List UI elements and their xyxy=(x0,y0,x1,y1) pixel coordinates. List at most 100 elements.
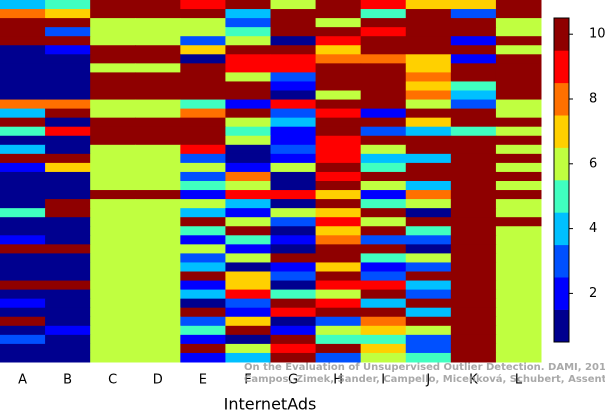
heatmap-cell xyxy=(270,271,317,282)
heatmap-cell xyxy=(270,226,317,236)
heatmap-cell xyxy=(135,334,181,345)
heatmap-cell xyxy=(90,235,136,245)
heatmap-cell xyxy=(315,99,362,110)
heatmap-cell xyxy=(270,262,317,272)
heatmap-cell xyxy=(495,54,542,64)
heatmap-cell xyxy=(450,63,497,73)
heatmap-cell xyxy=(225,280,271,291)
heatmap-cell xyxy=(405,289,452,300)
heatmap-cell xyxy=(405,90,452,101)
heatmap-cell xyxy=(405,18,452,28)
heatmap-cell xyxy=(0,0,46,10)
heatmap-cell xyxy=(405,226,452,236)
heatmap-cell xyxy=(0,27,46,37)
heatmap-cell xyxy=(405,171,452,182)
heatmap-cell xyxy=(180,81,226,91)
heatmap-cell xyxy=(405,126,452,137)
heatmap-cell xyxy=(360,280,407,291)
heatmap-cell xyxy=(90,99,136,110)
heatmap-cell xyxy=(450,36,497,46)
heatmap-cell xyxy=(450,27,497,37)
heatmap-cell xyxy=(45,352,91,363)
heatmap-cell xyxy=(225,307,271,318)
heatmap-cell xyxy=(270,126,317,137)
heatmap-cell xyxy=(180,199,226,209)
heatmap-cell xyxy=(450,253,497,263)
heatmap-cell xyxy=(495,162,542,173)
heatmap-cell xyxy=(495,271,542,282)
heatmap-cell xyxy=(225,226,271,236)
heatmap-cell xyxy=(180,27,226,37)
heatmap-cell xyxy=(495,307,542,318)
heatmap-cell xyxy=(405,153,452,164)
heatmap-cell xyxy=(45,316,91,327)
heatmap-cell xyxy=(270,352,317,363)
heatmap-cell xyxy=(360,72,407,82)
heatmap-cell xyxy=(315,226,362,236)
heatmap-cell xyxy=(360,153,407,164)
heatmap-cell xyxy=(315,72,362,82)
heatmap-cell xyxy=(45,171,91,182)
heatmap-cell xyxy=(180,316,226,327)
heatmap-cell xyxy=(405,262,452,272)
heatmap-cell xyxy=(135,289,181,300)
heatmap-cell xyxy=(315,81,362,91)
heatmap-cell xyxy=(270,9,317,19)
heatmap-cell xyxy=(90,72,136,82)
heatmap-cell xyxy=(270,289,317,300)
heatmap-cell xyxy=(450,280,497,291)
heatmap-cell xyxy=(90,289,136,300)
heatmap-cell xyxy=(315,181,362,191)
heatmap-cell xyxy=(135,199,181,209)
heatmap-cell xyxy=(360,54,407,64)
heatmap-cell xyxy=(405,54,452,64)
heatmap-cell xyxy=(315,90,362,101)
heatmap-cell xyxy=(225,45,271,55)
heatmap-cell xyxy=(180,181,226,191)
heatmap-cell xyxy=(225,54,271,64)
heatmap-cell xyxy=(45,18,91,28)
heatmap-cell xyxy=(0,289,46,300)
heatmap-cell xyxy=(90,90,136,101)
heatmap-cell xyxy=(45,253,91,263)
heatmap-cell xyxy=(225,334,271,345)
heatmap-cell xyxy=(270,108,317,119)
heatmap-cell xyxy=(135,54,181,64)
heatmap-cell xyxy=(90,36,136,46)
heatmap-cell xyxy=(270,36,317,46)
heatmap-cell xyxy=(90,54,136,64)
heatmap-cell xyxy=(315,9,362,19)
heatmap-cell xyxy=(135,63,181,73)
heatmap-cell xyxy=(270,63,317,73)
heatmap-cell xyxy=(0,262,46,272)
heatmap-cell xyxy=(45,90,91,101)
heatmap-cell xyxy=(315,289,362,300)
heatmap-cell xyxy=(0,144,46,155)
heatmap-cell xyxy=(90,253,136,263)
heatmap-cell xyxy=(360,126,407,137)
heatmap-cell xyxy=(450,108,497,119)
heatmap-cell xyxy=(0,298,46,309)
heatmap-cell xyxy=(45,126,91,137)
heatmap-cell xyxy=(270,235,317,245)
heatmap-cell xyxy=(45,54,91,64)
heatmap-cell xyxy=(90,171,136,182)
heatmap-cell xyxy=(405,144,452,155)
heatmap-cell xyxy=(360,253,407,263)
heatmap-cell xyxy=(270,27,317,37)
heatmap-cell xyxy=(450,298,497,309)
heatmap-cell xyxy=(135,298,181,309)
heatmap-cell xyxy=(360,45,407,55)
heatmap-cell xyxy=(315,298,362,309)
heatmap-cell xyxy=(405,45,452,55)
heatmap-cell xyxy=(180,117,226,128)
heatmap-cell xyxy=(405,217,452,227)
heatmap-cell xyxy=(225,181,271,191)
heatmap-cell xyxy=(90,0,136,10)
heatmap-cell xyxy=(360,135,407,146)
heatmap-cell xyxy=(495,334,542,345)
heatmap-cell xyxy=(270,343,317,354)
heatmap-cell xyxy=(180,217,226,227)
heatmap-cell xyxy=(315,153,362,164)
heatmap-cell xyxy=(405,181,452,191)
